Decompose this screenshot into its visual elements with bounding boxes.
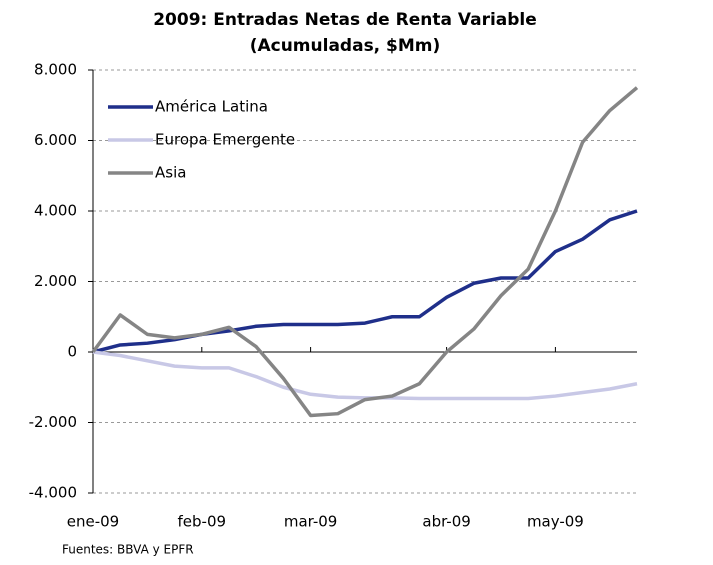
x-tick-label: feb-09: [178, 513, 227, 531]
x-tick-label: abr-09: [422, 513, 470, 531]
y-tick-label: 8.000: [34, 61, 77, 79]
series-line: [91, 86, 639, 418]
series-line: [92, 350, 638, 401]
legend-label: Asia: [155, 164, 186, 182]
x-tick-label: mar-09: [284, 513, 338, 531]
legend-label: América Latina: [155, 98, 268, 116]
x-tick-label: ene-09: [67, 513, 119, 531]
y-tick-label: 6.000: [34, 131, 77, 149]
source-note: Fuentes: BBVA y EPFR: [62, 543, 194, 557]
x-tick-label: may-09: [527, 513, 584, 531]
y-tick-label: 0: [67, 343, 77, 361]
chart-subtitle: (Acumuladas, $Mm): [250, 36, 441, 56]
legend-label: Europa Emergente: [155, 131, 295, 149]
y-tick-label: -4.000: [29, 484, 77, 502]
y-tick-label: -2.000: [29, 413, 77, 431]
chart-title: 2009: Entradas Netas de Renta Variable: [153, 10, 537, 30]
y-tick-label: 4.000: [34, 202, 77, 220]
y-tick-label: 2.000: [34, 272, 77, 290]
